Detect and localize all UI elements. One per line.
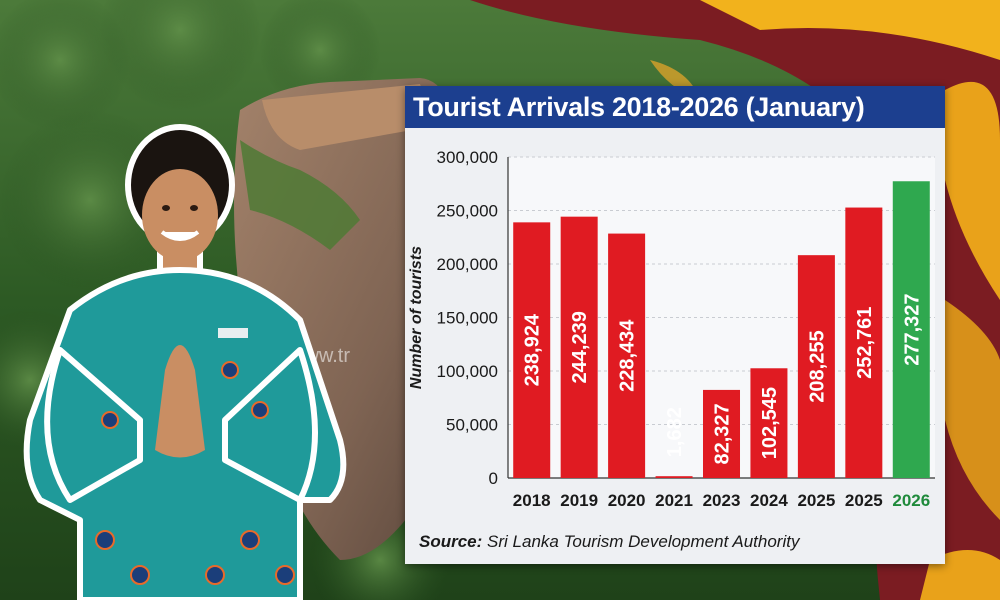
bar-value-label: 277,327 bbox=[901, 293, 923, 365]
left-arm bbox=[44, 347, 143, 503]
x-tick-label: 2023 bbox=[703, 491, 741, 510]
bar-value-label: 238,924 bbox=[522, 313, 544, 386]
bar bbox=[513, 222, 551, 478]
source-text: Sri Lanka Tourism Development Authority bbox=[487, 532, 800, 551]
bar bbox=[797, 255, 835, 478]
y-tick-label: 50,000 bbox=[446, 416, 498, 435]
y-tick-label: 100,000 bbox=[437, 362, 498, 381]
x-tick-label: 2020 bbox=[608, 491, 646, 510]
x-tick-label: 2019 bbox=[560, 491, 598, 510]
bar bbox=[702, 389, 741, 478]
x-tick-label: 2021 bbox=[655, 491, 693, 510]
y-tick-label: 150,000 bbox=[437, 309, 498, 328]
y-axis-label: Number of tourists bbox=[408, 246, 425, 389]
bar-value-label: 102,545 bbox=[759, 387, 781, 459]
y-tick-label: 0 bbox=[489, 469, 498, 488]
bar-value-label: 208,255 bbox=[806, 330, 828, 402]
bar bbox=[750, 368, 788, 478]
chart-card: Tourist Arrivals 2018-2026 (January) 0 50… bbox=[405, 86, 945, 564]
y-tick-label: 300,000 bbox=[437, 148, 498, 167]
bar bbox=[608, 233, 646, 478]
bar-value-label: 252,761 bbox=[854, 307, 876, 379]
smile bbox=[160, 230, 200, 241]
y-tick-label: 250,000 bbox=[437, 202, 498, 221]
saree-pattern bbox=[95, 361, 295, 585]
hostess-figure bbox=[23, 124, 347, 600]
bar bbox=[892, 181, 930, 478]
bar bbox=[655, 476, 693, 478]
bar-value-label: 244,239 bbox=[569, 311, 591, 383]
bar bbox=[845, 207, 883, 479]
bar-chart: 0 50,000 100,000 150,000 200,000 250,000 300,0… bbox=[408, 148, 935, 510]
bar-value-label: 1,682 bbox=[664, 407, 686, 457]
source-line: Source: Sri Lanka Tourism Development Au… bbox=[419, 530, 929, 554]
x-tick-label: 2018 bbox=[513, 491, 551, 510]
y-tick-label: 200,000 bbox=[437, 255, 498, 274]
x-tick-label: 2025 bbox=[845, 491, 883, 510]
folded-hands bbox=[155, 345, 205, 458]
right-arm bbox=[222, 347, 318, 503]
bar-value-label: 228,434 bbox=[617, 319, 639, 392]
bar bbox=[560, 216, 598, 478]
x-tick-label: 2024 bbox=[750, 491, 788, 510]
chart-title: Tourist Arrivals 2018-2026 (January) bbox=[405, 86, 945, 128]
bar-value-label: 82,327 bbox=[712, 403, 734, 464]
x-tick-label: 2026 bbox=[892, 491, 930, 510]
x-tick-label: 2025 bbox=[797, 491, 835, 510]
name-badge bbox=[218, 328, 248, 338]
source-label: Source: bbox=[419, 532, 483, 551]
face bbox=[142, 169, 218, 261]
